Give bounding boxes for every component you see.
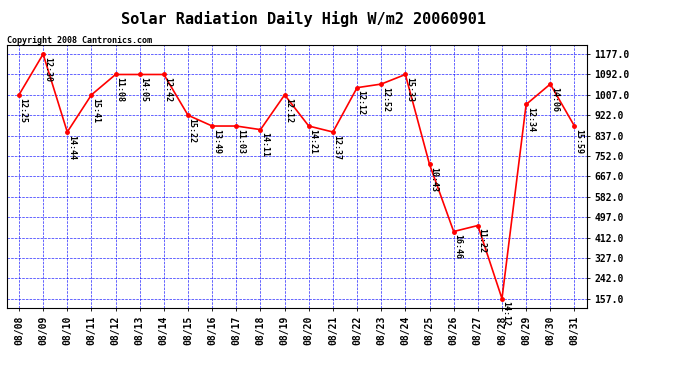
Text: 15:41: 15:41 <box>91 98 100 123</box>
Text: 13:49: 13:49 <box>212 129 221 154</box>
Text: 12:12: 12:12 <box>284 98 293 123</box>
Text: 14:21: 14:21 <box>308 129 317 154</box>
Text: 15:33: 15:33 <box>405 77 414 102</box>
Text: 12:52: 12:52 <box>381 87 390 112</box>
Text: 12:42: 12:42 <box>164 77 172 102</box>
Text: 14:05: 14:05 <box>139 77 148 102</box>
Text: 12:12: 12:12 <box>357 90 366 116</box>
Text: 10:43: 10:43 <box>429 167 438 192</box>
Text: 11:22: 11:22 <box>477 228 486 253</box>
Text: 12:37: 12:37 <box>333 135 342 160</box>
Text: 14:11: 14:11 <box>260 132 269 158</box>
Text: 14:44: 14:44 <box>67 135 76 160</box>
Text: 11:03: 11:03 <box>236 129 245 154</box>
Text: 12:25: 12:25 <box>19 98 28 123</box>
Text: 12:34: 12:34 <box>526 107 535 132</box>
Text: 14:12: 14:12 <box>502 302 511 326</box>
Text: Copyright 2008 Cantronics.com: Copyright 2008 Cantronics.com <box>7 36 152 45</box>
Text: Solar Radiation Daily High W/m2 20060901: Solar Radiation Daily High W/m2 20060901 <box>121 11 486 27</box>
Text: 12:30: 12:30 <box>43 57 52 82</box>
Text: 11:08: 11:08 <box>115 77 124 102</box>
Text: 16:46: 16:46 <box>453 234 462 259</box>
Text: 15:59: 15:59 <box>574 129 583 154</box>
Text: 14:06: 14:06 <box>550 87 559 112</box>
Text: 15:22: 15:22 <box>188 118 197 143</box>
